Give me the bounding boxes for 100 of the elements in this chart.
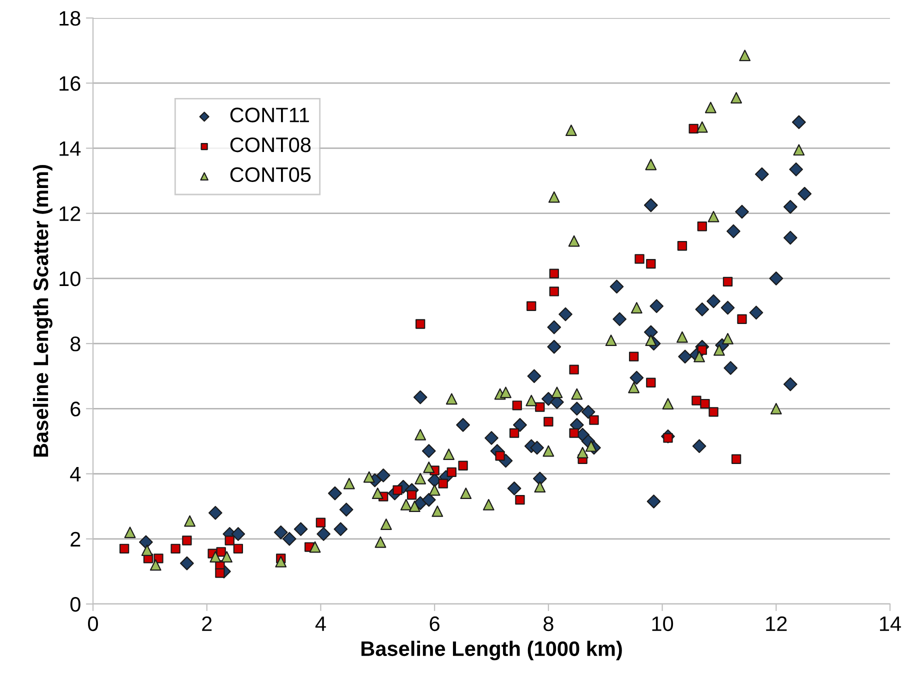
point	[124, 526, 136, 538]
point	[446, 467, 456, 477]
x-tick-label: 14	[880, 616, 901, 631]
point	[739, 50, 751, 62]
point	[731, 454, 742, 464]
y-tick-label: 6	[70, 402, 80, 416]
point	[400, 499, 412, 510]
point	[646, 378, 656, 388]
point	[569, 428, 579, 438]
point	[694, 350, 705, 362]
point	[714, 344, 725, 356]
point	[628, 382, 640, 394]
y-tick-label: 14	[60, 141, 81, 156]
point	[568, 235, 580, 247]
point	[184, 515, 196, 527]
point	[233, 544, 244, 554]
point	[495, 451, 505, 461]
legend-label: CONT11	[230, 108, 309, 122]
point	[542, 445, 554, 457]
point	[585, 440, 597, 452]
point	[630, 302, 642, 314]
y-tick-label: 2	[70, 532, 80, 546]
x-tick-label: 10	[652, 616, 674, 632]
point	[697, 222, 707, 232]
point	[534, 481, 546, 493]
point	[170, 544, 180, 554]
point	[605, 334, 617, 346]
point	[535, 402, 545, 412]
point	[704, 102, 716, 114]
point	[708, 407, 718, 417]
point	[374, 536, 386, 548]
point	[458, 460, 468, 470]
point	[571, 388, 583, 400]
point	[380, 518, 392, 530]
point	[770, 402, 782, 414]
point	[589, 415, 599, 425]
point	[372, 488, 384, 500]
point	[628, 352, 639, 362]
point	[221, 551, 232, 562]
point	[677, 241, 688, 251]
y-tick-label: 10	[60, 271, 80, 286]
x-tick-label: 8	[544, 616, 554, 632]
point	[428, 484, 440, 496]
y-tick-label: 16	[60, 76, 80, 91]
point	[549, 286, 559, 296]
point	[515, 494, 525, 505]
legend-label: CONT05	[230, 167, 311, 182]
point	[414, 429, 426, 440]
point	[565, 124, 577, 136]
point	[446, 393, 458, 405]
point	[569, 364, 579, 374]
point	[210, 551, 222, 562]
point	[119, 544, 130, 554]
x-tick-label: 6	[430, 616, 440, 632]
y-tick-label: 4	[70, 466, 81, 482]
point	[526, 394, 538, 406]
point	[544, 416, 554, 427]
point	[512, 400, 522, 410]
point	[576, 446, 588, 458]
point	[275, 556, 287, 568]
y-axis-title: Baseline Length Scatter (mm)	[32, 165, 52, 457]
x-tick-label: 12	[766, 616, 787, 631]
point	[737, 314, 747, 324]
point	[406, 490, 417, 500]
y-tick-label: 12	[60, 206, 80, 221]
point	[700, 398, 710, 409]
x-tick-label: 0	[88, 616, 98, 632]
point	[646, 258, 656, 269]
point	[141, 544, 153, 556]
point	[500, 386, 512, 398]
point	[645, 158, 657, 170]
point	[182, 536, 192, 546]
x-tick-label: 4	[315, 616, 326, 631]
x-axis-title: Baseline Length (1000 km)	[361, 640, 622, 660]
point	[645, 334, 657, 346]
point	[416, 319, 426, 329]
point	[676, 331, 688, 343]
point	[662, 398, 674, 410]
point	[150, 559, 162, 571]
point	[215, 568, 225, 578]
y-tick-label: 0	[70, 597, 80, 612]
point	[482, 499, 494, 510]
point	[722, 332, 734, 344]
point	[363, 471, 375, 483]
point	[443, 448, 455, 460]
point	[316, 518, 326, 528]
point	[730, 92, 742, 104]
x-tick-label: 2	[202, 616, 212, 631]
y-tick-label: 18	[60, 11, 80, 26]
point	[224, 536, 234, 546]
point	[722, 276, 733, 287]
point	[696, 121, 708, 133]
point	[708, 210, 720, 222]
point	[634, 254, 644, 264]
legend-label: CONT08	[230, 137, 311, 152]
y-tick-label: 8	[70, 336, 80, 352]
point	[692, 396, 702, 406]
point	[549, 268, 559, 278]
point	[526, 301, 536, 311]
point	[460, 488, 472, 500]
